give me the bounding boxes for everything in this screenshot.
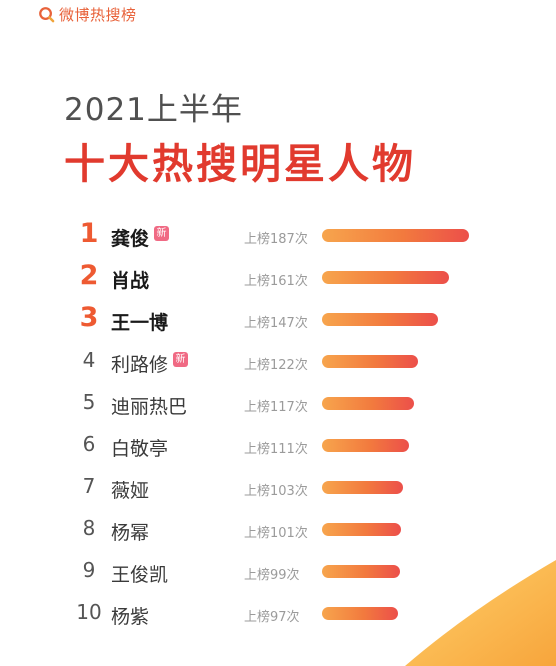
ranking-row: 2 肖战 上榜161次 <box>0 258 556 300</box>
celebrity-name: 杨幂 <box>111 518 149 545</box>
brand-name: 微博热搜榜 <box>59 6 137 24</box>
value-bar <box>322 397 414 410</box>
celebrity-name: 肖战 <box>111 266 149 293</box>
ranking-row: 1 龚俊新 上榜187次 <box>0 216 556 258</box>
celebrity-name-text: 白敬亭 <box>111 438 169 460</box>
celebrity-name: 薇娅 <box>111 476 149 503</box>
rank-number: 1 <box>79 218 99 249</box>
count-label: 上榜97次 <box>244 610 300 625</box>
celebrity-name-text: 杨紫 <box>111 606 150 628</box>
count-label: 上榜161次 <box>244 274 308 289</box>
count-label: 上榜117次 <box>244 400 308 415</box>
celebrity-name-text: 利路修 <box>111 354 169 376</box>
celebrity-name: 龚俊新 <box>111 224 170 251</box>
period-subtitle: 2021上半年 <box>64 92 243 128</box>
ranking-chart: 1 龚俊新上榜187次 2 肖战 上榜161次 3 王一博 上榜147次 4 利路修新上榜122次… <box>0 216 556 636</box>
rank-number: 7 <box>82 474 96 498</box>
ranking-row: 9 王俊凯 上榜99次 <box>0 552 556 594</box>
rank-number: 10 <box>76 600 102 624</box>
rank-number: 8 <box>82 516 96 540</box>
value-bar <box>322 439 409 452</box>
count-label: 上榜147次 <box>244 316 308 331</box>
rank-number: 2 <box>79 260 99 291</box>
value-bar <box>322 607 398 620</box>
celebrity-name-text: 肖战 <box>111 270 150 292</box>
count-label: 上榜187次 <box>244 232 308 247</box>
ranking-row: 6 白敬亭 上榜111次 <box>0 426 556 468</box>
rank-number: 5 <box>82 390 96 414</box>
rank-number: 3 <box>79 302 99 333</box>
value-bar <box>322 355 418 368</box>
ranking-row: 8 杨幂 上榜101次 <box>0 510 556 552</box>
brand-header: 微博热搜榜 <box>38 4 137 25</box>
count-label: 上榜103次 <box>244 484 308 499</box>
celebrity-name: 王俊凯 <box>111 560 168 587</box>
value-bar <box>322 229 469 242</box>
celebrity-name: 王一博 <box>111 308 168 335</box>
celebrity-name: 利路修新 <box>111 350 189 377</box>
value-bar <box>322 481 403 494</box>
celebrity-name: 杨紫 <box>111 602 149 629</box>
value-bar <box>322 271 449 284</box>
rank-number: 4 <box>82 348 96 372</box>
new-badge: 新 <box>154 226 170 241</box>
celebrity-name-text: 王俊凯 <box>111 564 169 586</box>
ranking-row: 4 利路修新 上榜122次 <box>0 342 556 384</box>
ranking-row: 10 杨紫 上榜97次 <box>0 594 556 636</box>
new-badge: 新 <box>173 352 189 367</box>
celebrity-name-text: 薇娅 <box>111 480 150 502</box>
value-bar <box>322 313 438 326</box>
celebrity-name-text: 迪丽热巴 <box>111 396 188 418</box>
celebrity-name-text: 龚俊 <box>111 228 150 250</box>
search-icon <box>39 7 55 23</box>
count-label: 上榜101次 <box>244 526 308 541</box>
ranking-row: 7 薇娅 上榜103次 <box>0 468 556 510</box>
celebrity-name: 迪丽热巴 <box>111 392 187 419</box>
page-title: 十大热搜明星人物 <box>64 140 416 188</box>
count-label: 上榜99次 <box>244 568 300 583</box>
ranking-row: 3 王一博 上榜147次 <box>0 300 556 342</box>
count-label: 上榜122次 <box>244 358 308 373</box>
celebrity-name: 白敬亭 <box>111 434 168 461</box>
value-bar <box>322 565 400 578</box>
celebrity-name-text: 王一博 <box>111 312 169 334</box>
value-bar <box>322 523 401 536</box>
celebrity-name-text: 杨幂 <box>111 522 150 544</box>
rank-number: 6 <box>82 432 96 456</box>
count-label: 上榜111次 <box>244 442 308 457</box>
ranking-row: 5 迪丽热巴 上榜117次 <box>0 384 556 426</box>
rank-number: 9 <box>82 558 96 582</box>
